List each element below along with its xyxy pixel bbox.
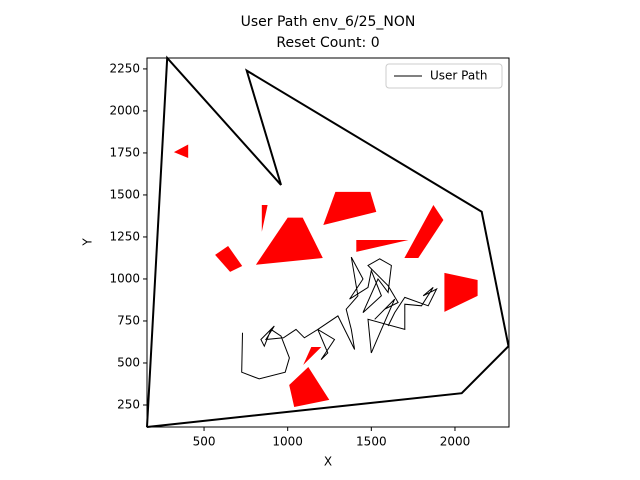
y-tick-label: 250	[117, 397, 140, 411]
x-tick-label: 1000	[272, 435, 303, 449]
y-tick-label: 1250	[109, 229, 140, 243]
obstacle	[173, 144, 189, 158]
obstacle	[289, 367, 330, 407]
y-tick-label: 2000	[109, 103, 140, 117]
obstacle	[404, 205, 444, 258]
x-axis-label: X	[324, 455, 332, 469]
y-tick-label: 500	[117, 355, 140, 369]
chart-subtitle: Reset Count: 0	[276, 35, 379, 51]
y-tick-label: 2250	[109, 61, 140, 75]
x-tick-label: 500	[193, 435, 216, 449]
x-tick-label: 1500	[356, 435, 387, 449]
chart-title: User Path env_6/25_NON	[241, 14, 416, 30]
y-axis-label: Y	[81, 238, 95, 247]
legend-label: User Path	[430, 69, 488, 83]
obstacle	[323, 191, 377, 225]
y-tick-label: 1500	[109, 187, 140, 201]
legend-box	[385, 63, 503, 89]
obstacle	[255, 217, 323, 265]
plot-frame	[146, 57, 510, 428]
obstacle	[356, 240, 409, 252]
y-tick-label: 1000	[109, 271, 140, 285]
obstacle	[261, 205, 268, 232]
y-tick-label: 1750	[109, 145, 140, 159]
user-path	[241, 256, 438, 380]
x-tick-label: 2000	[440, 435, 471, 449]
obstacle	[303, 347, 322, 365]
obstacle	[444, 272, 478, 312]
y-tick-label: 750	[117, 313, 140, 327]
obstacle	[215, 246, 243, 272]
boundary	[146, 55, 510, 428]
